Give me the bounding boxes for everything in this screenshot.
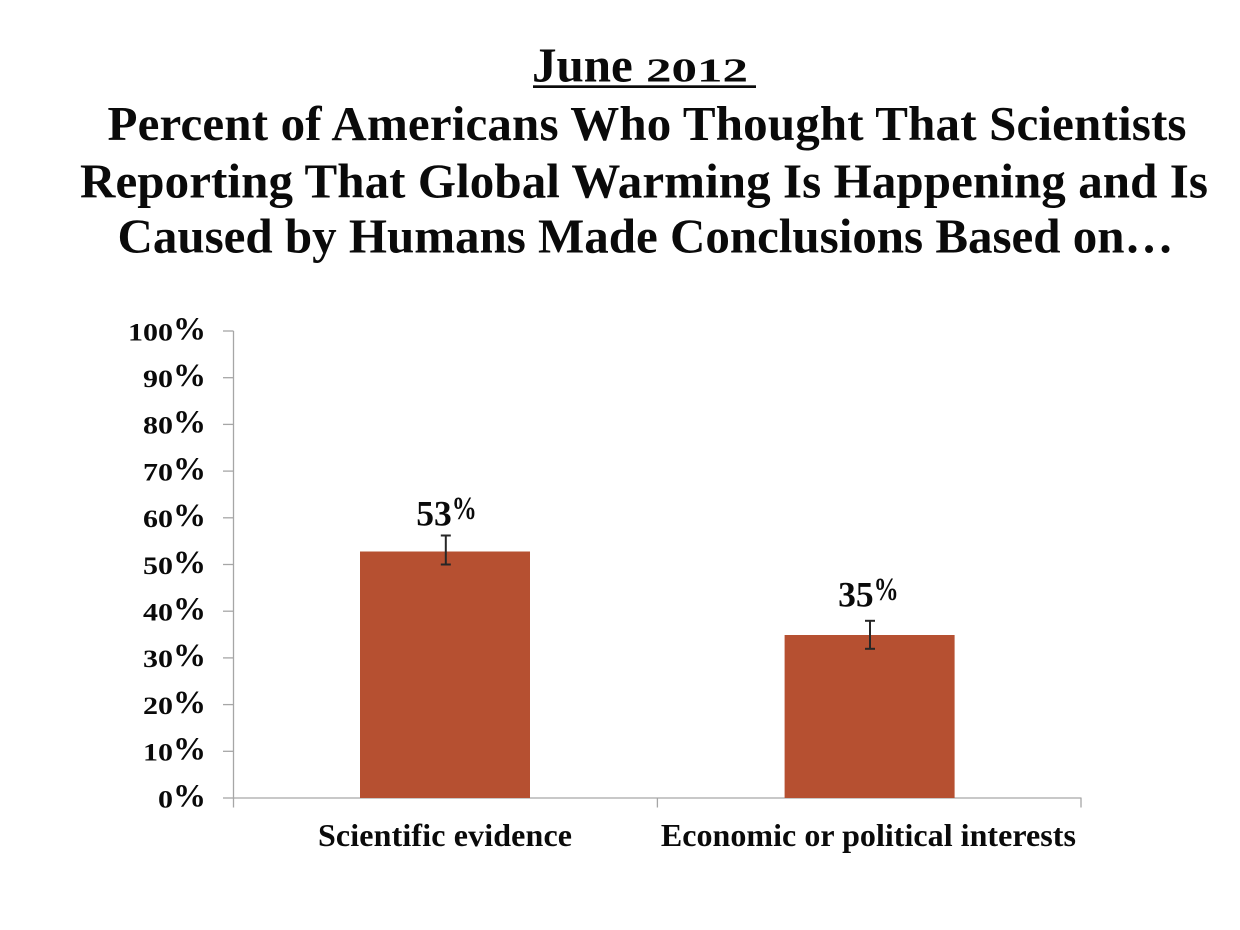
svg-text:2012: 2012 (646, 53, 748, 90)
svg-text:10%: 10% (143, 732, 206, 768)
svg-text:70%: 70% (143, 451, 206, 487)
svg-text:30%: 30% (143, 638, 206, 674)
svg-text:40%: 40% (143, 592, 206, 628)
svg-text:Caused by Humans Made Conclusi: Caused by Humans Made Conclusions Based … (118, 209, 1174, 264)
svg-text:Reporting That Global Warming: Reporting That Global Warming Is Happeni… (80, 154, 1208, 209)
svg-text:June: June (532, 38, 633, 93)
svg-text:53%: 53% (416, 491, 477, 534)
svg-text:Percent of Americans Who Thoug: Percent of Americans Who Thought That Sc… (108, 96, 1187, 151)
svg-text:35%: 35% (838, 572, 899, 615)
svg-text:Scientific evidence: Scientific evidence (318, 817, 572, 853)
svg-text:50%: 50% (143, 545, 206, 581)
svg-text:80%: 80% (143, 405, 206, 441)
svg-text:Economic or political interest: Economic or political interests (661, 817, 1076, 853)
svg-text:90%: 90% (143, 358, 206, 394)
svg-text:60%: 60% (143, 498, 206, 534)
svg-text:100%: 100% (128, 311, 206, 347)
svg-text:20%: 20% (143, 685, 206, 721)
svg-text:0%: 0% (158, 778, 206, 814)
